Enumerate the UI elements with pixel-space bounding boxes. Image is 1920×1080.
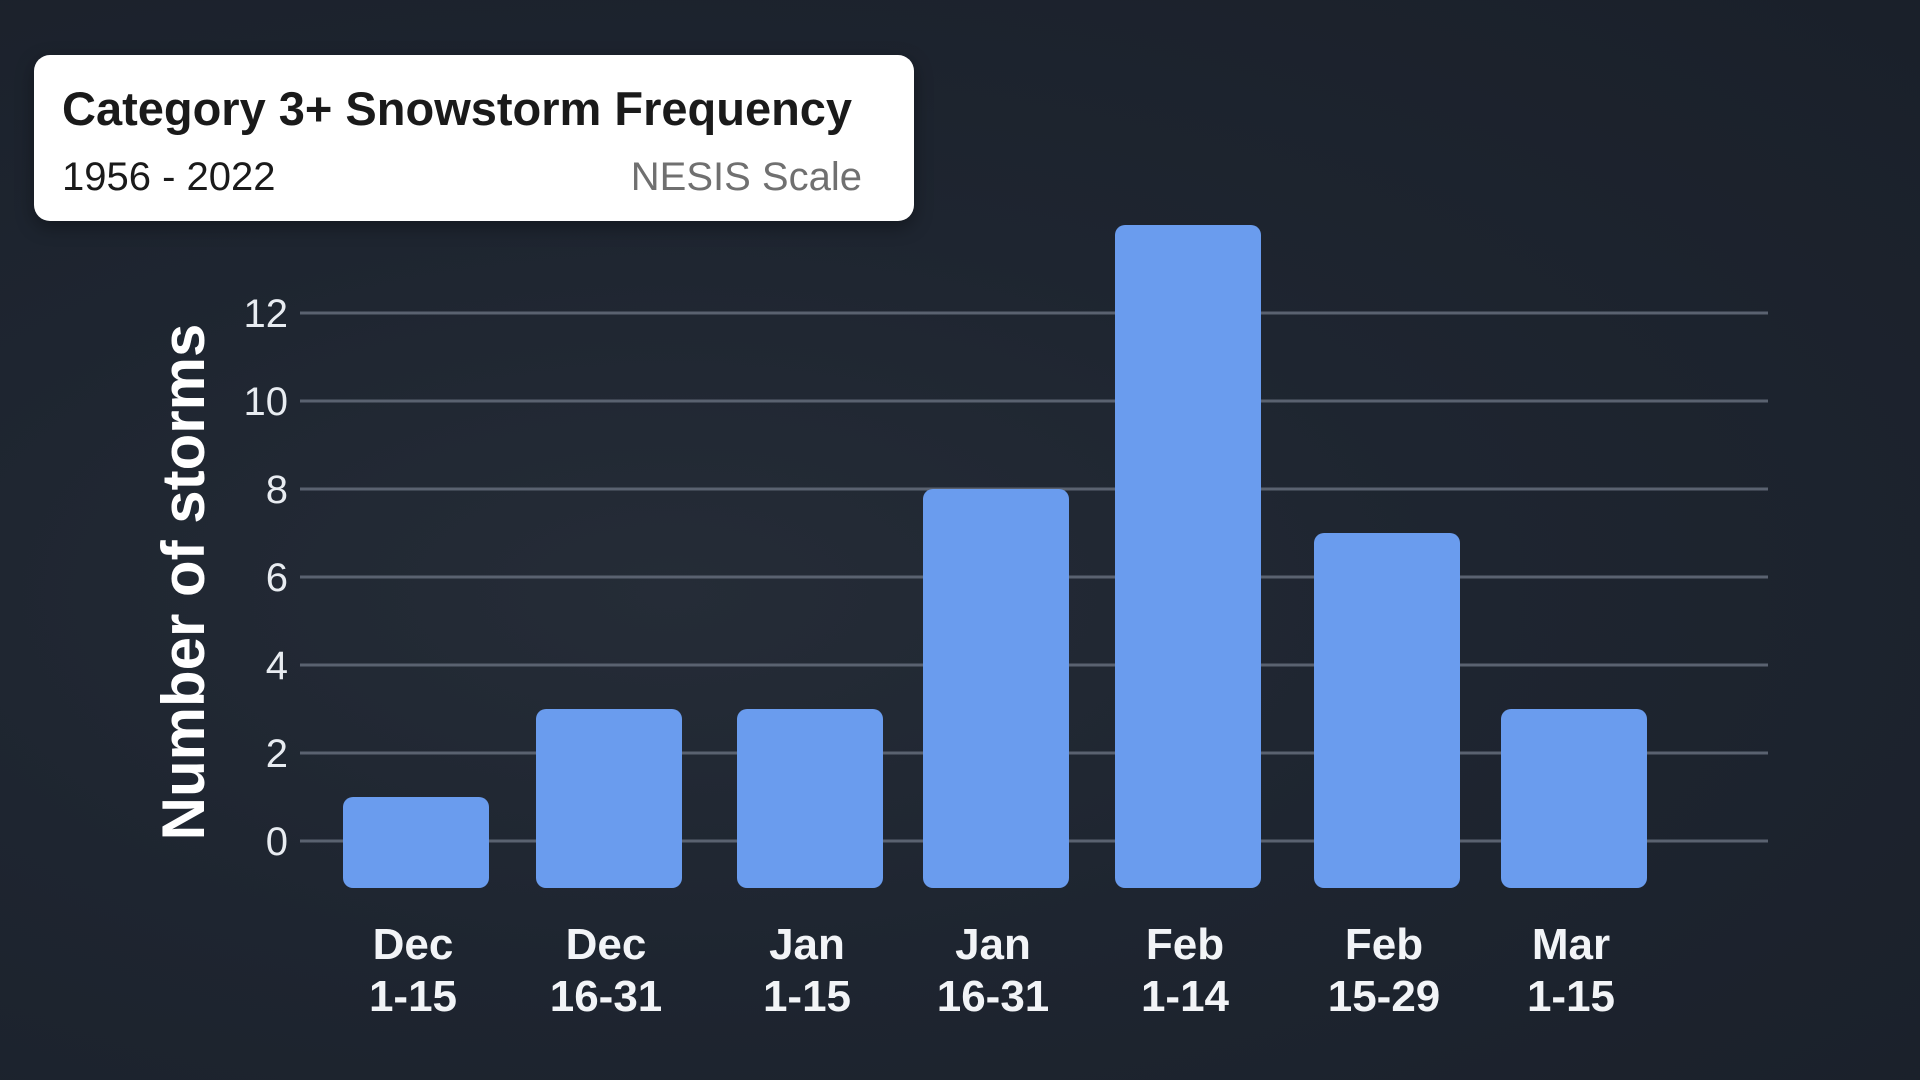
y-tick-label: 8 bbox=[266, 468, 288, 512]
y-tick-label: 6 bbox=[266, 556, 288, 600]
x-tick-label-line: Mar bbox=[1532, 920, 1610, 969]
x-tick-label: Dec 1-15 bbox=[369, 920, 457, 1021]
bar-0 bbox=[343, 797, 489, 888]
bar-5 bbox=[1314, 533, 1460, 888]
x-tick-label-line: 1-14 bbox=[1141, 972, 1230, 1021]
x-tick-label-line: 16-31 bbox=[550, 972, 663, 1021]
x-tick-label-line: Dec bbox=[373, 920, 454, 969]
x-tick-label: Feb 1-14 bbox=[1141, 920, 1230, 1021]
bar-4 bbox=[1115, 225, 1261, 888]
x-tick-label-line: 1-15 bbox=[763, 972, 851, 1021]
bar-6 bbox=[1501, 709, 1647, 888]
x-tick-label-line: 1-15 bbox=[1527, 972, 1615, 1021]
x-tick-label-line: Jan bbox=[955, 920, 1031, 969]
y-tick-label: 0 bbox=[266, 820, 288, 864]
x-tick-label-line: 16-31 bbox=[937, 972, 1050, 1021]
bar-1 bbox=[536, 709, 682, 888]
x-tick-label-line: Dec bbox=[566, 920, 647, 969]
x-tick-label: Jan 1-15 bbox=[763, 920, 851, 1021]
x-tick-label-line: 1-15 bbox=[369, 972, 457, 1021]
x-tick-label: Jan 16-31 bbox=[937, 920, 1050, 1021]
y-tick-label: 2 bbox=[266, 732, 288, 776]
title-card: Category 3+ Snowstorm Frequency 1956 - 2… bbox=[34, 55, 914, 221]
bar-3 bbox=[923, 489, 1069, 888]
scale-label: NESIS Scale bbox=[630, 155, 862, 199]
y-tick-labels: 0 2 4 6 8 10 12 bbox=[244, 292, 289, 864]
chart-title: Category 3+ Snowstorm Frequency bbox=[62, 82, 853, 135]
bars bbox=[343, 225, 1647, 888]
x-tick-label: Dec 16-31 bbox=[550, 920, 663, 1021]
x-tick-label: Mar 1-15 bbox=[1527, 920, 1615, 1021]
x-tick-label-line: Feb bbox=[1345, 920, 1423, 969]
y-tick-label: 10 bbox=[244, 380, 289, 424]
y-tick-label: 4 bbox=[266, 644, 288, 688]
bar-2 bbox=[737, 709, 883, 888]
y-tick-label: 12 bbox=[244, 292, 289, 336]
x-tick-label: Feb 15-29 bbox=[1328, 920, 1441, 1021]
y-axis-label: Number of storms bbox=[150, 324, 217, 841]
x-tick-label-line: 15-29 bbox=[1328, 972, 1441, 1021]
period-label: 1956 - 2022 bbox=[62, 155, 276, 199]
x-tick-label-line: Feb bbox=[1146, 920, 1224, 969]
x-tick-label-line: Jan bbox=[769, 920, 845, 969]
